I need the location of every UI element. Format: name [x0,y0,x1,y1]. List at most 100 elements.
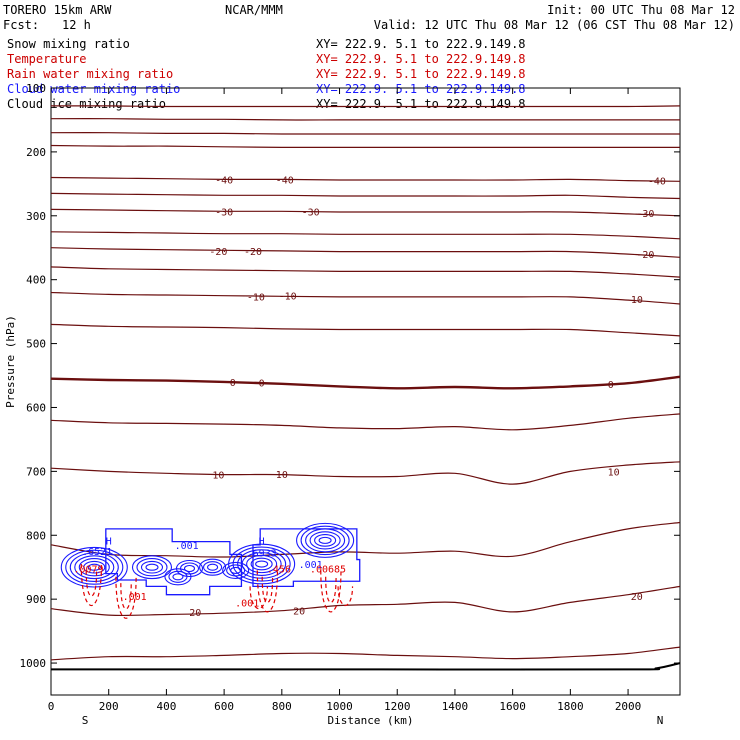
model-title: TORERO 15km ARW [3,3,112,17]
legend-xy: XY= 222.9. 5.1 to 222.9.149.8 [316,82,526,96]
contour-label: .456 [267,564,291,575]
contour-label: -10 [625,295,643,306]
cloud-water-contour [87,563,101,571]
contour-label: -10 [247,292,265,303]
x-tick-label: 800 [272,700,292,713]
x-tick-label: 600 [214,700,234,713]
contour-label: 10 [276,470,288,481]
isotherm--40 [50,176,681,182]
contour-label: 0 [259,379,265,390]
rain-water-contour [249,586,268,610]
contour-label: -30 [636,209,654,220]
isotherm--45 [50,144,680,149]
contour-labels: -40 -40 -40 -30 -30 -30 -20 -20 -20 -10 -10 -10 0 0 0 1… [73,175,665,619]
cloud-water-contour [172,573,184,581]
valid-time: Valid: 12 UTC Thu 08 Mar 12 (06 CST Thu … [374,18,735,32]
x-tick-label: 1800 [557,700,584,713]
cloud-water-contour [140,560,164,574]
plot-frame [50,87,681,696]
x-tick-label: 0 [48,700,55,713]
y-tick-label: 400 [26,274,46,287]
contour-label: 20 [293,607,305,618]
isotherm--10 [50,291,681,305]
contour-label: .6521 [82,547,112,558]
x-tick-label: 2000 [615,700,642,713]
x-tick-label: 400 [156,700,176,713]
cloud-water-contour [207,563,219,571]
cloud-water-contour [131,555,173,580]
rain-water-contour [256,570,279,613]
x-tick-label: 1200 [384,700,411,713]
legend-field: Temperature [7,52,86,66]
contour-label: -20 [209,247,227,258]
isotherm--35 [50,192,681,200]
cloud-water-contour [69,552,119,582]
cloud-water-contour [78,558,110,577]
field-legend: Snow mixing ratio XY= 222.9. 5.1 to 222.9… [7,37,526,111]
y-axis-label: Pressure (hPa) [4,315,17,408]
rain-water-contour [261,576,274,603]
rain-water-contour [120,583,132,610]
cloud-water-contour [255,560,269,568]
x-tick-label: 1400 [442,700,469,713]
cloud-water-contour [318,536,332,544]
isotherm--55 [50,118,680,121]
rain-water-contour [325,576,337,603]
contour-label: -40 [215,175,233,186]
contour-label: -30 [215,207,233,218]
cloud-water-contour [226,564,246,577]
cloud-water-contour [136,558,168,577]
cloud-water-contour [250,557,273,571]
contour-label: 0 [608,380,614,391]
y-tick-label: 1000 [20,657,47,670]
init-time: Init: 00 UTC Thu 08 Mar 12 [547,3,735,17]
cloud-water-contour [309,531,341,550]
contour-label: .001 [299,560,323,571]
contour-label: .001 [235,598,259,609]
legend-xy: XY= 222.9. 5.1 to 222.9.149.8 [316,37,526,51]
isotherm--60 [50,105,681,108]
legend-field: Snow mixing ratio [7,37,130,51]
contour-label: .00685 [310,564,346,575]
contour-label: 10 [212,471,224,482]
cloud-water-contour [232,546,291,582]
chart-header: TORERO 15km ARW NCAR/MMM Init: 00 UTC Th… [3,3,735,32]
isotherm--30 [50,208,681,217]
y-tick-label: 100 [26,82,46,95]
plot-border [50,87,681,696]
forecast-label: Fcst: [3,18,39,32]
contour-label: .6933 [247,549,277,560]
cloud-water-contour [60,546,128,588]
contour-label: -30 [302,207,320,218]
x-tick-label: 200 [99,700,119,713]
y-tick-label: 600 [26,401,46,414]
cloud-water-contour [168,570,188,583]
legend-field: Cloud ice mixing ratio [7,97,166,111]
cloud-water-contour [246,554,278,574]
isotherm-5 [50,413,681,431]
isotherm--25 [50,231,681,240]
rain-water-contours [80,564,354,619]
contour-label: 20 [189,608,201,619]
cloud-water-contours [60,522,361,596]
legend-field: Rain water mixing ratio [7,67,173,81]
cloud-water-contour [300,525,350,556]
contour-label: -40 [276,175,294,186]
y-tick-label: 300 [26,210,46,223]
contour-label: H [106,536,112,547]
cloud-water-contour [65,549,124,585]
cloud-water-contour [83,560,106,574]
isotherm--20 [50,247,681,258]
surface-pressure-line [51,662,681,671]
north-label: N [657,714,664,727]
y-tick-label: 700 [26,465,46,478]
rain-water-contour [115,576,137,619]
rain-water-contour [337,586,354,607]
cloud-water-contour [164,568,192,586]
contour-label: 0 [230,378,236,389]
forecast-value: 12 h [62,18,91,32]
isotherm-20 [50,585,681,617]
axes: 0 200 400 600 800 1000 1200 1400 1600 1800 2000100… [4,82,680,727]
contour-label: .0079 [73,564,103,575]
